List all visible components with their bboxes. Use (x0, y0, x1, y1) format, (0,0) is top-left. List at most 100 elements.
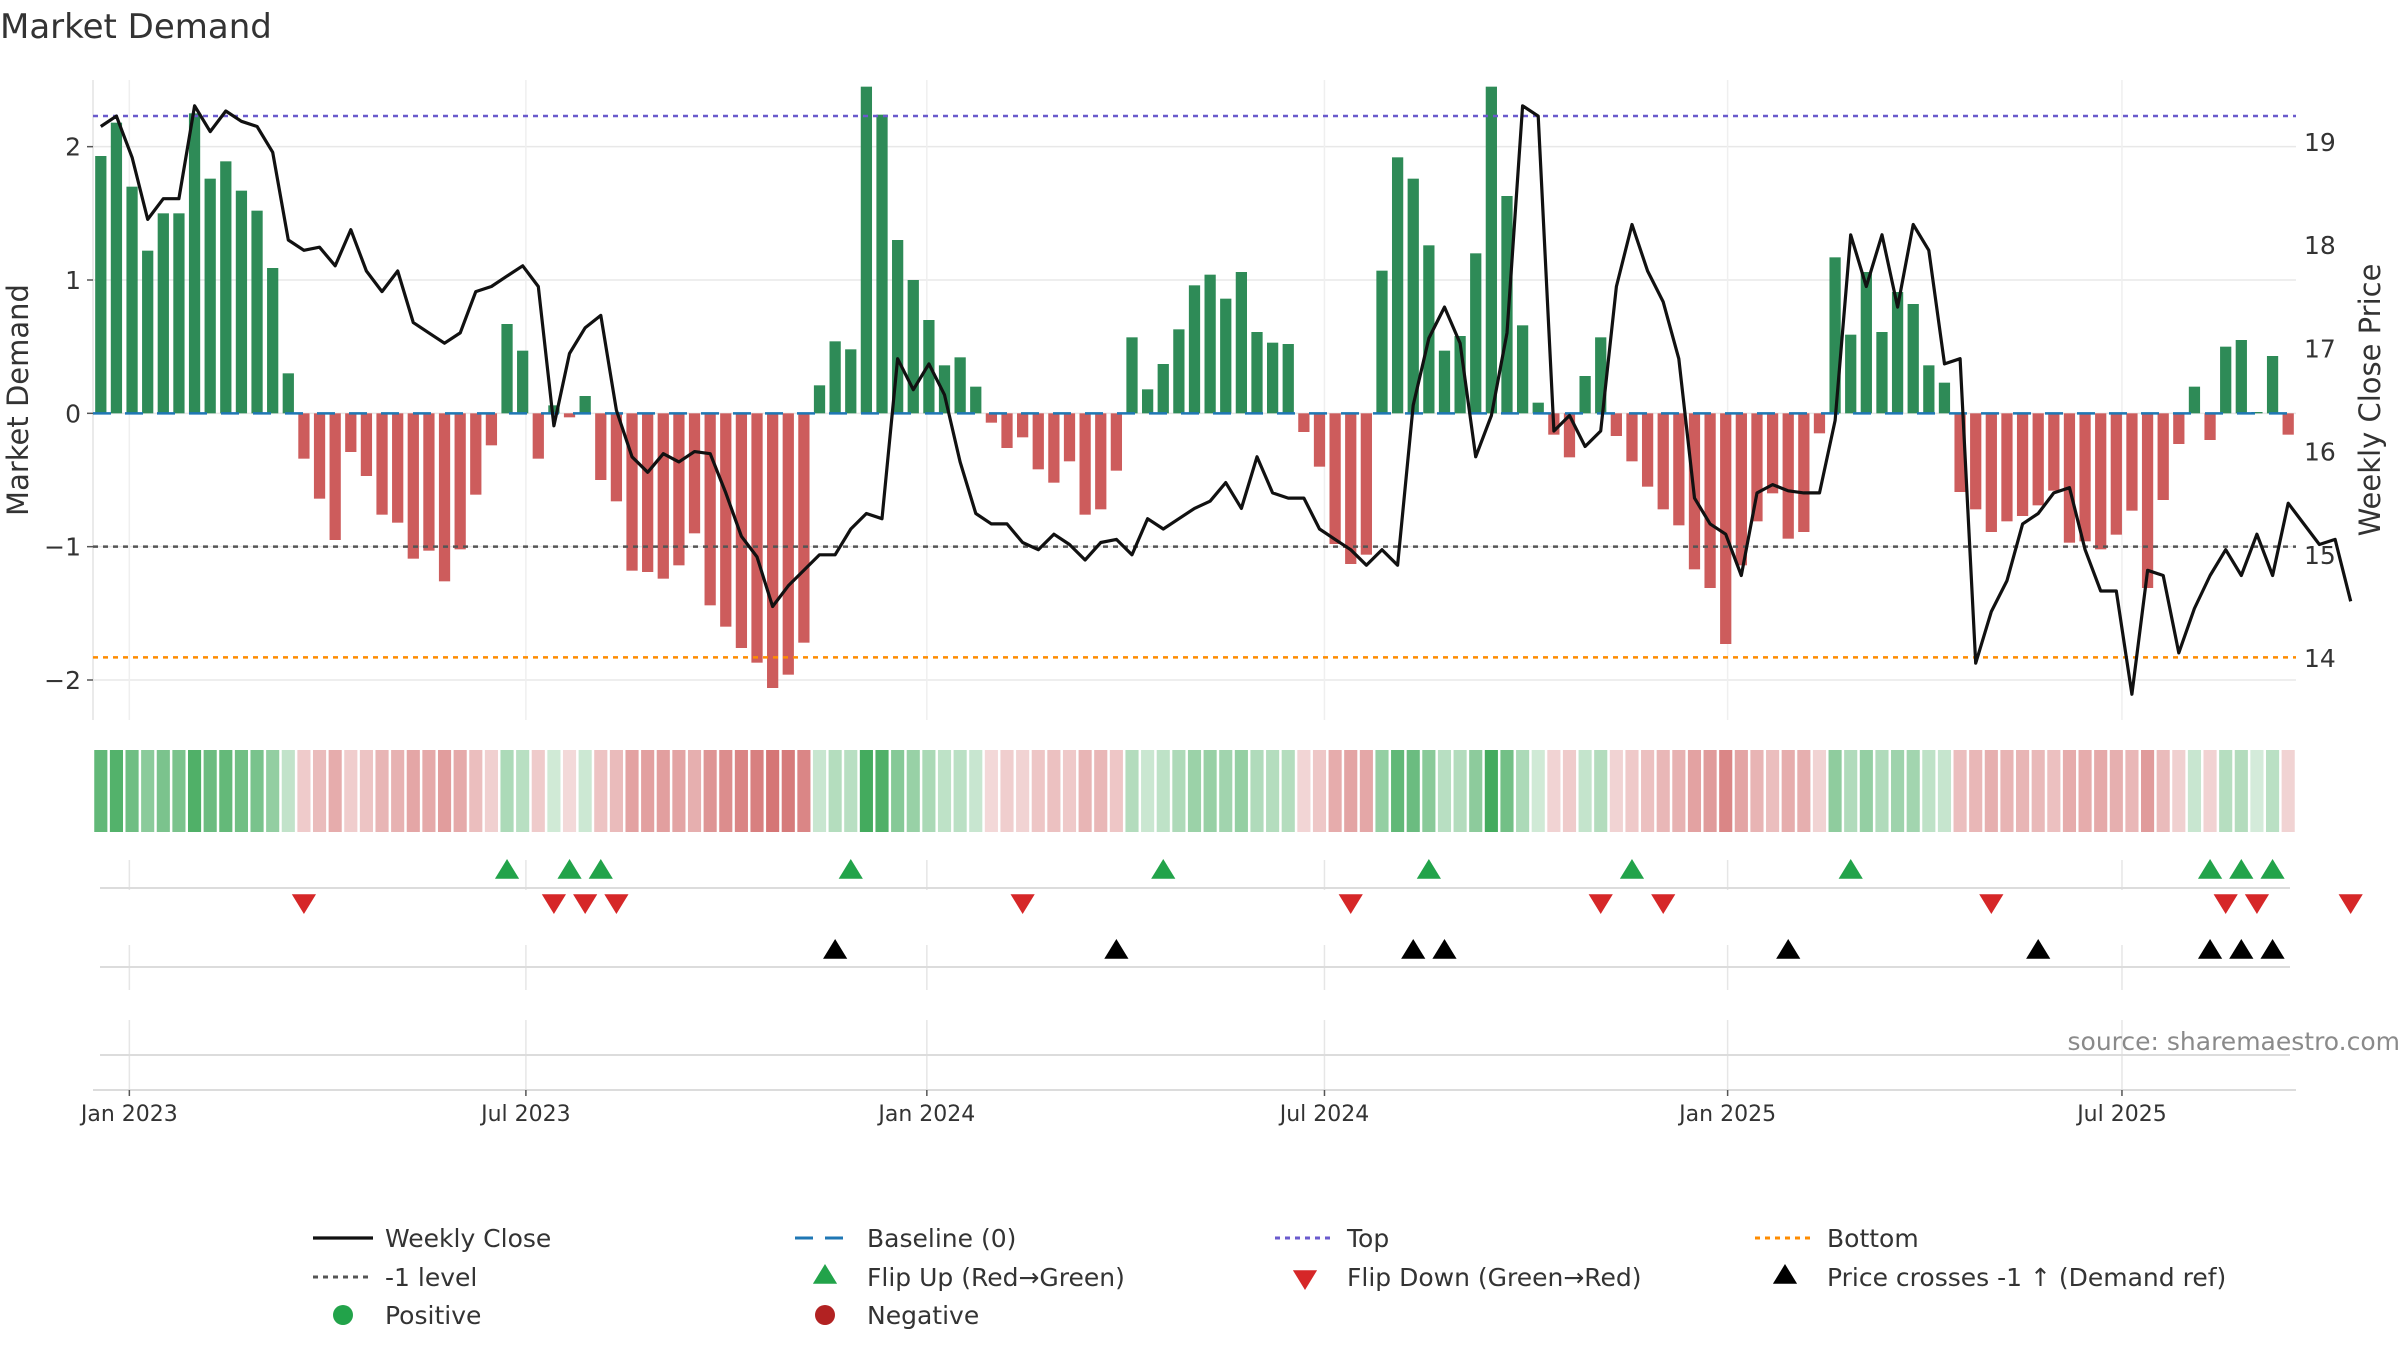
heat-cell (2204, 750, 2217, 832)
demand-bar-negative (1298, 413, 1309, 432)
heat-cell (516, 750, 529, 832)
demand-bar-positive (220, 161, 231, 413)
heat-cell (1110, 750, 1123, 832)
demand-bar-negative (736, 413, 747, 648)
heat-cell (860, 750, 873, 832)
heat-cell (204, 750, 217, 832)
heat-cell (922, 750, 935, 832)
heat-cell (2063, 750, 2076, 832)
heat-cell (688, 750, 701, 832)
heat-cell (1157, 750, 1170, 832)
heat-cell (1375, 750, 1388, 832)
demand-bar-negative (2173, 413, 2184, 444)
demand-bar-negative (2064, 413, 2075, 542)
demand-bar-positive (126, 187, 137, 414)
heat-cell (1063, 750, 1076, 832)
demand-bar-positive (861, 87, 872, 414)
heat-cell (110, 750, 123, 832)
demand-bar-negative (1736, 413, 1747, 565)
price-cross-marker (2198, 939, 2222, 959)
legend-negative: Negative (867, 1301, 979, 1330)
heat-cell (1500, 750, 1513, 832)
demand-bar-positive (1251, 332, 1262, 413)
flip-up-marker (2260, 859, 2284, 879)
heat-cell (1954, 750, 1967, 832)
demand-bar-negative (423, 413, 434, 550)
source-label: source: sharemaestro.com (2068, 1027, 2400, 1056)
heat-cell (1704, 750, 1717, 832)
heat-cell (438, 750, 451, 832)
price-cross-marker (1104, 939, 1128, 959)
heat-cell (1360, 750, 1373, 832)
demand-bar-negative (408, 413, 419, 558)
heat-cell (610, 750, 623, 832)
heat-cell (1516, 750, 1529, 832)
demand-bar-negative (673, 413, 684, 565)
demand-bar-positive (1376, 271, 1387, 414)
heat-cell (1579, 750, 1592, 832)
demand-bar-negative (330, 413, 341, 540)
heat-cell (1672, 750, 1685, 832)
heat-cell (1875, 750, 1888, 832)
heat-cell (641, 750, 654, 832)
demand-bar-negative (783, 413, 794, 674)
demand-bar-negative (1080, 413, 1091, 514)
heat-cell (1719, 750, 1732, 832)
demand-bar-positive (501, 324, 512, 413)
demand-bar-negative (2126, 413, 2137, 510)
heat-cell (1829, 750, 1842, 832)
demand-bar-negative (439, 413, 450, 581)
demand-bar-negative (2017, 413, 2028, 516)
heat-cell (1407, 750, 1420, 832)
demand-bar-negative (986, 413, 997, 422)
demand-bar-negative (533, 413, 544, 458)
demand-bar-positive (251, 211, 262, 414)
legend-top: Top (1346, 1224, 1389, 1253)
flip-up-marker (557, 859, 581, 879)
heat-cell (235, 750, 248, 832)
demand-bar-negative (2111, 413, 2122, 534)
demand-bar-positive (1158, 364, 1169, 413)
heat-cell (829, 750, 842, 832)
heat-cell (2000, 750, 2013, 832)
heat-cell (2266, 750, 2279, 832)
heat-cell (297, 750, 310, 832)
heat-cell (125, 750, 138, 832)
y2-tick-label: 19 (2304, 128, 2336, 157)
heat-cell (797, 750, 810, 832)
heat-cell (1422, 750, 1435, 832)
demand-bar-positive (1439, 351, 1450, 414)
heat-cell (1766, 750, 1779, 832)
heat-cell (1532, 750, 1545, 832)
heat-cell (532, 750, 545, 832)
heat-cell (94, 750, 107, 832)
flip-down-marker (292, 894, 316, 914)
heat-cell (625, 750, 638, 832)
price-cross-marker (2260, 939, 2284, 959)
heat-cell (1547, 750, 1560, 832)
demand-bar-negative (1642, 413, 1653, 486)
demand-bar-negative (1798, 413, 1809, 532)
demand-bar-positive (236, 191, 247, 414)
heat-cell (1844, 750, 1857, 832)
heat-cell (1938, 750, 1951, 832)
demand-bar-negative (2158, 413, 2169, 500)
heat-cell (1282, 750, 1295, 832)
heat-cell (657, 750, 670, 832)
demand-bar-negative (1783, 413, 1794, 538)
heat-cell (485, 750, 498, 832)
demand-bar-negative (1986, 413, 1997, 532)
heat-cell (1469, 750, 1482, 832)
heat-cell (735, 750, 748, 832)
demand-bar-negative (1720, 413, 1731, 644)
flip-up-marker (1839, 859, 1863, 879)
demand-bar-positive (95, 156, 106, 413)
flip-down-marker (2245, 894, 2269, 914)
flip-down-marker (542, 894, 566, 914)
heat-cell (141, 750, 154, 832)
heat-cell (2282, 750, 2295, 832)
heat-cell (219, 750, 232, 832)
flip-up-marker (1417, 859, 1441, 879)
demand-bar-positive (1908, 304, 1919, 413)
